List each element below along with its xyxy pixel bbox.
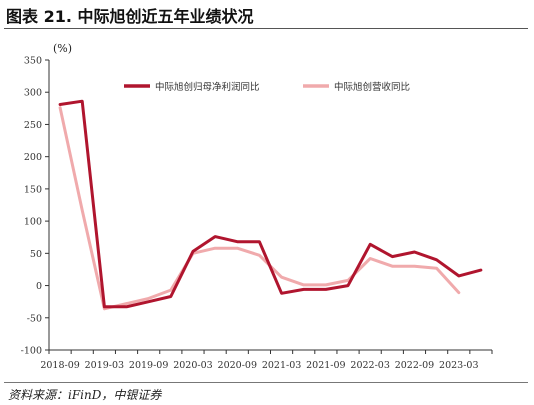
chart-legend: 中际旭创归母净利润同比 中际旭创营收同比 <box>124 81 410 93</box>
y-axis-unit-label: (%) <box>53 42 72 55</box>
x-tick-label: 2023-03 <box>439 360 478 371</box>
x-axis-ticks: 2018-09 2019-03 2019-09 2020-03 2020-09 2021-… <box>40 350 493 371</box>
y-tick-label: 150 <box>24 184 42 195</box>
chart-title: 图表 21. 中际旭创近五年业绩状况 <box>6 7 254 26</box>
y-tick-label: 50 <box>30 249 42 260</box>
legend-profit-label: 中际旭创归母净利润同比 <box>155 81 260 93</box>
y-tick-label: 300 <box>24 88 42 99</box>
x-tick-label: 2018-09 <box>40 360 79 371</box>
y-tick-label: 200 <box>24 152 42 163</box>
footer-divider <box>4 382 528 383</box>
title-divider <box>4 28 528 29</box>
x-tick-label: 2021-09 <box>306 360 345 371</box>
x-tick-label: 2022-09 <box>395 360 434 371</box>
x-tick-label: 2019-03 <box>85 360 124 371</box>
profit-yoy-line <box>58 99 483 309</box>
y-axis-ticks: 350 300 250 200 150 100 50 0 -50 -100 <box>21 56 49 357</box>
x-tick-label: 2022-03 <box>350 360 389 371</box>
y-tick-label: -50 <box>27 313 42 324</box>
x-tick-label: 2019-09 <box>129 360 168 371</box>
legend-revenue-label: 中际旭创营收同比 <box>334 81 410 93</box>
y-tick-label: 100 <box>24 217 42 228</box>
x-tick-label: 2020-03 <box>173 360 212 371</box>
x-tick-label: 2020-09 <box>218 360 257 371</box>
line-chart: 350 300 250 200 150 100 50 0 -50 -100 2018-09 2019… <box>21 42 493 371</box>
series-lines <box>58 99 483 311</box>
x-tick-label: 2021-03 <box>262 360 301 371</box>
y-tick-label: -100 <box>21 346 42 357</box>
y-tick-label: 0 <box>36 281 42 292</box>
y-tick-label: 350 <box>24 56 42 67</box>
revenue-yoy-line <box>58 106 461 311</box>
source-note: 资料来源：iFinD，中银证券 <box>8 388 162 402</box>
y-tick-label: 250 <box>24 120 42 131</box>
